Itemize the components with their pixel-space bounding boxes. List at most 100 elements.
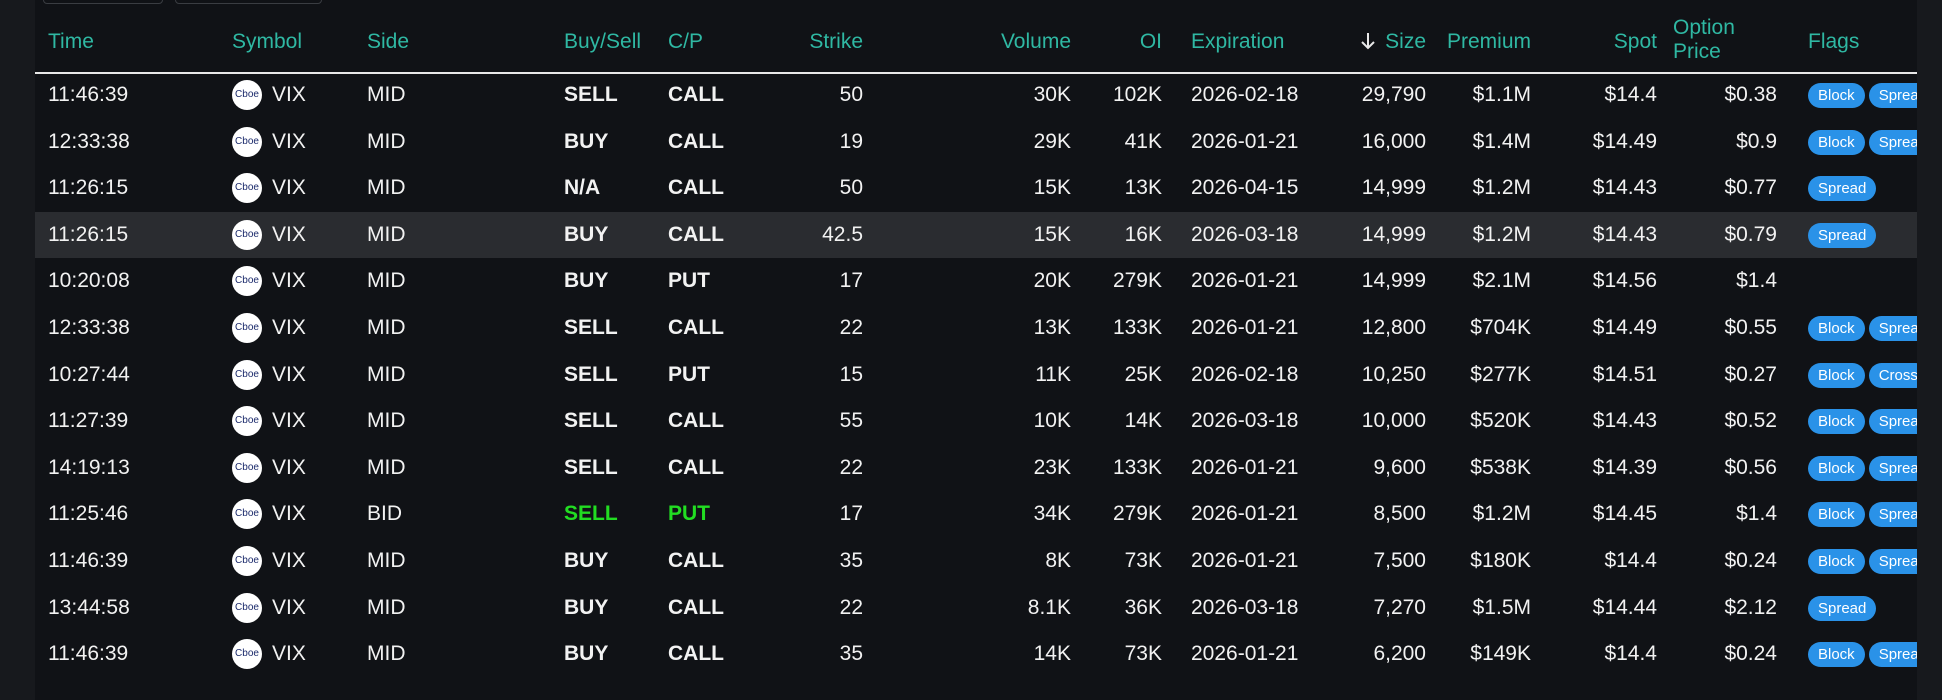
flag-badge[interactable]: Spread [1868, 502, 1917, 528]
symbol-logo: Cboe [232, 126, 262, 157]
cell: VIX [272, 129, 306, 153]
cell: 2026-03-18 [1191, 409, 1299, 433]
cell: 29K [1033, 129, 1071, 153]
cell: 14:19:13 [48, 455, 130, 479]
cell: VIX [272, 83, 306, 106]
cell: 14,999 [1361, 269, 1426, 293]
flag-badge[interactable]: Spread [1808, 595, 1877, 621]
cell: 16,000 [1361, 129, 1426, 153]
cell: $14.4 [1604, 642, 1657, 666]
flag-badge[interactable]: Block [1808, 642, 1865, 668]
flags [1808, 258, 1917, 304]
table-row[interactable]: 14:19:13 VIX MID SELL CALL 22 23K 133K 2026-01-2… [35, 445, 1917, 491]
cell: 22 [839, 455, 863, 479]
sort-arrow[interactable] [1359, 31, 1377, 51]
column-header[interactable]: Time [48, 30, 94, 53]
cell: 29,790 [1361, 83, 1426, 106]
column-header[interactable]: Buy/Sell [564, 30, 642, 53]
table-row[interactable]: 11:46:39 VIX MID SELL CALL 50 30K 102K 2026-02-1… [35, 72, 1917, 118]
flag-badge[interactable]: Spread [1868, 549, 1917, 574]
flag-badge[interactable]: Block [1808, 409, 1865, 435]
cell: VIX [272, 502, 306, 526]
flag-badge[interactable]: Block [1808, 549, 1865, 574]
cell: SELL [564, 455, 618, 479]
flag-badge[interactable]: Block [1808, 83, 1865, 108]
cell: SELL [564, 502, 618, 526]
flag-badge[interactable]: Spread [1868, 316, 1917, 341]
flag-badge[interactable]: Block [1808, 502, 1865, 528]
column-header[interactable]: C/P [668, 30, 704, 53]
column-header[interactable]: Spot [1613, 30, 1657, 53]
flag-badge[interactable]: Spread [1808, 176, 1877, 202]
cell: 11:46:39 [48, 549, 129, 572]
symbol-logo: Cboe [232, 546, 262, 576]
cell: $14.51 [1592, 362, 1657, 386]
cell: $149K [1470, 642, 1531, 666]
cell: 15K [1033, 176, 1071, 200]
cell: $0.56 [1724, 455, 1777, 479]
table-row[interactable]: 10:20:08 VIX MID BUY PUT 17 20K 279K 2026-01-21 1… [35, 258, 1917, 304]
column-header[interactable]: Size [1385, 30, 1426, 53]
flag-badge[interactable]: Spread [1808, 222, 1877, 248]
flag-badge[interactable]: Spread [1868, 409, 1917, 435]
cell: 34K [1033, 502, 1071, 526]
cell: 35 [839, 549, 863, 572]
table-row[interactable]: 11:26:15 VIX MID BUY CALL 42.5 15K 16K 2026-03-1… [35, 211, 1917, 258]
cell: 10,000 [1361, 409, 1426, 433]
flags: BlockSpread [1808, 72, 1917, 118]
table-row[interactable]: 10:27:44 VIX MID SELL PUT 15 11K 25K 2026-02-18 1… [35, 352, 1917, 398]
flag-badge[interactable]: Cross [1868, 362, 1917, 388]
cell: 25K [1124, 362, 1162, 386]
table-row[interactable]: 12:33:38 VIX MID SELL CALL 22 13K 133K 2026-01-2… [35, 305, 1917, 351]
tab-button[interactable] [175, 0, 322, 4]
cell: MID [367, 409, 406, 433]
flag-badge[interactable]: Spread [1868, 642, 1917, 668]
column-header[interactable]: Flags [1808, 30, 1860, 53]
table-row[interactable]: 11:27:39 VIX MID SELL CALL 55 10K 14K 2026-03-18… [35, 398, 1917, 444]
cell: $14.49 [1592, 129, 1657, 153]
cell: 2026-02-18 [1191, 362, 1299, 386]
column-header[interactable]: Expiration [1191, 30, 1285, 53]
cell: $14.4 [1604, 549, 1657, 572]
flags: BlockSpread [1808, 538, 1917, 584]
cell: 10:27:44 [48, 362, 130, 386]
flag-badge[interactable]: Block [1808, 316, 1865, 341]
flag-badge[interactable]: Block [1808, 129, 1865, 155]
symbol-logo: Cboe [232, 219, 262, 250]
cell: VIX [272, 269, 306, 293]
cell: $14.44 [1592, 595, 1657, 619]
flag-badge[interactable]: Block [1808, 455, 1865, 481]
column-header[interactable]: Volume [1000, 30, 1071, 53]
table-row[interactable]: 13:44:58 VIX MID BUY CALL 22 8.1K 36K 2026-03-18… [35, 585, 1917, 631]
table-row[interactable]: 11:26:15 VIX MID N/A CALL 50 15K 13K 2026-04-15 1… [35, 165, 1917, 211]
column-header[interactable]: Side [367, 30, 410, 53]
table-row[interactable]: 12:33:38 VIX MID BUY CALL 19 29K 41K 2026-01-21 1… [35, 119, 1917, 165]
flag-badge[interactable]: Spread [1868, 83, 1917, 108]
flag-badge[interactable]: Block [1808, 362, 1865, 388]
cell: 22 [839, 595, 863, 619]
cell: 73K [1124, 642, 1162, 666]
column-header[interactable]: OI [1139, 30, 1162, 53]
cell: $704K [1470, 316, 1531, 339]
cell: 11:46:39 [48, 83, 129, 106]
header-separator [35, 72, 1917, 74]
tab-button[interactable] [43, 0, 163, 4]
cell: 55 [839, 409, 863, 433]
table-row[interactable]: 11:46:39 VIX MID BUY CALL 35 14K 73K 2026-01-21 6… [35, 631, 1917, 677]
flag-badge[interactable]: Spread [1868, 455, 1917, 481]
cell: MID [367, 269, 406, 293]
cell: $1.4 [1736, 269, 1777, 293]
column-header[interactable]: Premium [1446, 30, 1531, 53]
cell: BUY [564, 642, 609, 666]
column-header[interactable]: Strike [809, 30, 863, 53]
table-row[interactable]: 11:25:46 VIX BID SELL PUT 17 34K 279K 2026-01-21… [35, 491, 1917, 537]
table-row[interactable]: 11:46:39 VIX MID BUY CALL 35 8K 73K 2026-01-21 7,… [35, 538, 1917, 584]
symbol-logo: Cboe [232, 639, 262, 670]
cell: 10K [1033, 409, 1071, 433]
column-header[interactable]: Option Price [1673, 16, 1735, 63]
flag-badge[interactable]: Spread [1868, 129, 1917, 155]
cell: $1.4M [1472, 129, 1531, 153]
cell: $0.9 [1736, 129, 1777, 153]
cell: 13K [1124, 176, 1162, 200]
column-header[interactable]: Symbol [232, 30, 303, 53]
